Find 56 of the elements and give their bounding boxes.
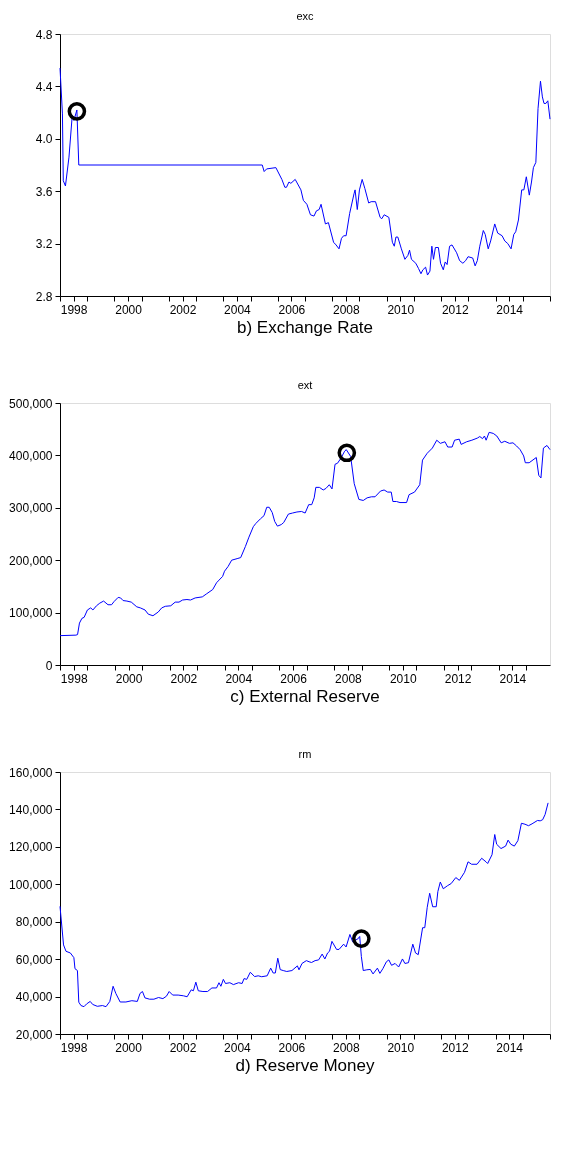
y-tick-label: 4.8: [35, 27, 53, 42]
y-tick-label: 2.8: [35, 289, 53, 304]
x-tick-label: 2002: [169, 302, 197, 317]
line-series: [59, 431, 551, 637]
y-tick-label: 160,000: [9, 765, 53, 780]
x-tick-label: 2012: [441, 1040, 469, 1055]
x-tick-label: 2002: [170, 671, 198, 686]
x-tick-label: 2002: [169, 1040, 197, 1055]
text: d) Reserve Money: [235, 1056, 375, 1075]
x-tick-label: 2000: [115, 1040, 143, 1055]
line-series: [59, 802, 549, 1008]
y-tick-label: 4.4: [35, 79, 53, 94]
y-tick-label: 300,000: [9, 501, 53, 516]
x-tick-label: 2010: [389, 671, 417, 686]
chart-title: rm: [298, 748, 312, 760]
x-tick-label: 2004: [225, 671, 253, 686]
line-series: [59, 67, 551, 276]
x-tick-label: 2004: [224, 1040, 252, 1055]
x-tick-label: 1998: [60, 671, 88, 686]
y-tick-label: 60,000: [15, 952, 53, 967]
y-tick-label: 20,000: [15, 1027, 53, 1042]
x-tick-label: 2006: [280, 671, 308, 686]
chart-title: exc: [296, 10, 315, 22]
x-tick-label: 1998: [60, 302, 88, 317]
x-tick-label: 2008: [332, 1040, 360, 1055]
y-tick-label: 120,000: [9, 840, 53, 855]
chart-title: ext: [297, 379, 313, 391]
y-tick-label: 3.2: [35, 237, 53, 252]
x-tick-label: 2008: [332, 302, 360, 317]
x-tick-label: 2008: [335, 671, 363, 686]
y-tick-label: 40,000: [15, 990, 53, 1005]
x-tick-label: 2012: [444, 671, 472, 686]
y-tick-label: 400,000: [9, 448, 53, 463]
x-tick-label: 2010: [387, 302, 415, 317]
x-tick-label: 2014: [496, 302, 524, 317]
y-tick-label: 100,000: [9, 877, 53, 892]
y-tick-label: 140,000: [9, 802, 53, 817]
x-tick-label: 2010: [387, 1040, 415, 1055]
x-tick-label: 2006: [278, 1040, 306, 1055]
x-tick-label: 1998: [60, 1040, 88, 1055]
y-tick-label: 200,000: [9, 553, 53, 568]
x-tick-label: 2014: [496, 1040, 524, 1055]
y-tick-label: 3.6: [35, 184, 53, 199]
text: c) External Reserve: [230, 687, 380, 706]
x-tick-label: 2014: [499, 671, 527, 686]
y-tick-label: 4.0: [35, 132, 53, 147]
y-tick-label: 80,000: [15, 915, 53, 930]
y-tick-label: 100,000: [9, 606, 53, 621]
text: b) Exchange Rate: [236, 318, 374, 337]
x-tick-label: 2012: [441, 302, 469, 317]
x-tick-label: 2006: [278, 302, 306, 317]
y-tick-label: 0: [45, 658, 53, 673]
x-tick-label: 2004: [224, 302, 252, 317]
y-tick-label: 500,000: [9, 396, 53, 411]
x-tick-label: 2000: [115, 671, 143, 686]
x-tick-label: 2000: [115, 302, 143, 317]
